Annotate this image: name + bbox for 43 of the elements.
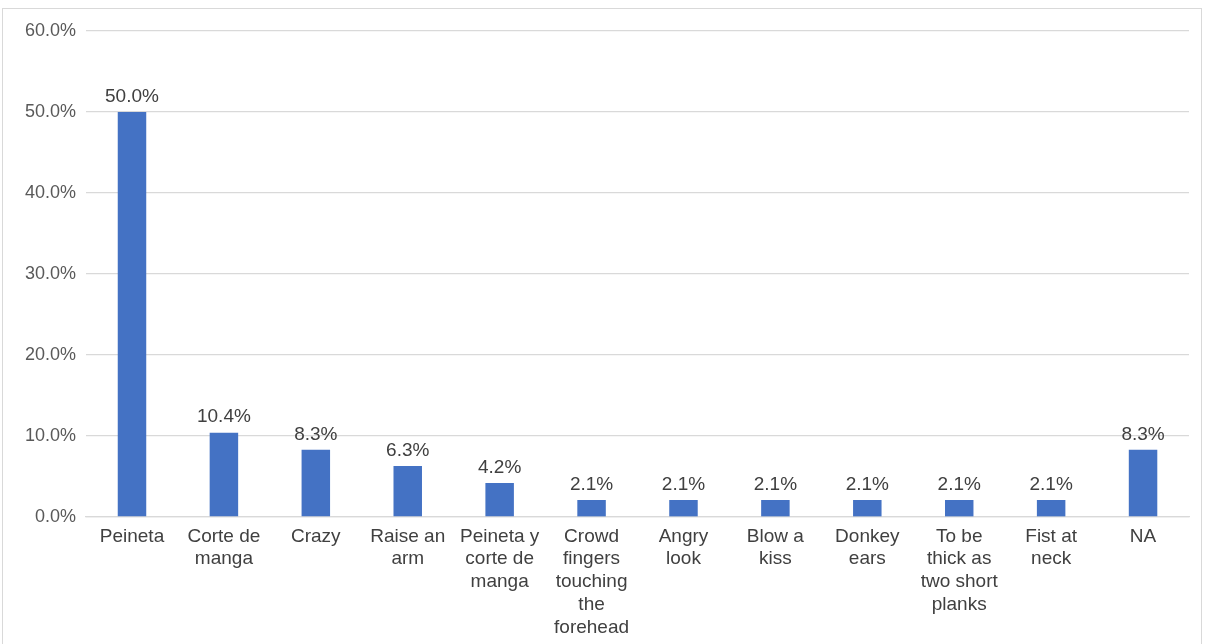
y-tick-label: 40.0% <box>24 181 77 202</box>
bar <box>761 499 790 517</box>
y-tick-label: 20.0% <box>24 343 77 364</box>
data-label: 4.2% <box>477 455 522 477</box>
bar <box>485 482 514 517</box>
data-label: 2.1% <box>1029 472 1073 494</box>
y-tick-label: 50.0% <box>24 100 77 121</box>
x-tick-label: Donkey ears <box>835 524 901 569</box>
bar <box>944 499 974 517</box>
x-tick-label: Raise an arm <box>370 524 446 569</box>
data-label: 8.3% <box>1121 422 1165 444</box>
x-tick-label: Crowd fingers touching the forehead <box>554 524 630 637</box>
bar <box>117 112 147 517</box>
x-tick-label: Fist at neck <box>1025 524 1078 569</box>
x-tick-label: Peineta <box>99 524 165 546</box>
data-label: 6.3% <box>386 438 430 460</box>
bar <box>1128 449 1158 517</box>
data-label: 2.1% <box>937 472 981 494</box>
y-tick-label: 0.0% <box>35 505 77 526</box>
x-tick-label: To be thick as two short planks <box>920 524 999 615</box>
y-tick-label: 30.0% <box>24 262 77 283</box>
bar <box>853 499 882 517</box>
x-tick-label: NA <box>1129 524 1157 546</box>
bar <box>301 449 331 517</box>
x-tick-label: Crazy <box>291 524 342 546</box>
x-tick-label: Angry look <box>658 524 709 569</box>
y-tick-label: 60.0% <box>24 19 77 40</box>
data-label: 8.3% <box>294 422 338 444</box>
x-tick-label: Blow a kiss <box>746 524 805 569</box>
data-label: 50.0% <box>105 84 160 106</box>
data-label: 10.4% <box>196 405 251 427</box>
x-tick-label: Corte de manga <box>187 524 261 569</box>
data-label: 2.1% <box>569 472 614 494</box>
bar <box>393 465 422 517</box>
bar <box>577 499 606 517</box>
y-tick-label: 10.0% <box>24 424 77 445</box>
data-label: 2.1% <box>753 472 798 494</box>
data-label: 2.1% <box>845 472 890 494</box>
bar <box>1036 499 1066 517</box>
bar <box>209 432 239 517</box>
x-tick-label: Peineta y corte de manga <box>460 524 540 592</box>
bar <box>669 499 698 517</box>
data-label: 2.1% <box>661 472 706 494</box>
